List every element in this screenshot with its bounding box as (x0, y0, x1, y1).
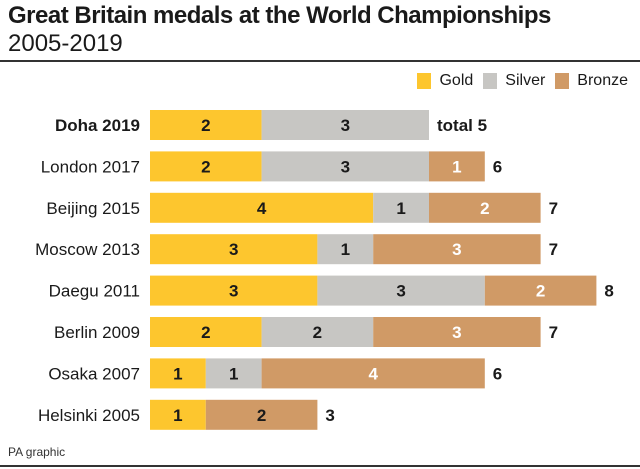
legend-gold: Gold (417, 72, 473, 90)
bar-segment-gold (150, 234, 318, 265)
data-label: 2 (257, 406, 266, 425)
total-label: 3 (325, 406, 334, 425)
data-label: 1 (229, 364, 238, 383)
title-divider (0, 60, 640, 62)
legend-label-silver: Silver (505, 72, 546, 89)
bar-segment-gold (150, 192, 374, 223)
category-label: Doha 2019 (55, 116, 140, 135)
category-label: Berlin 2009 (54, 323, 140, 342)
total-label: total 5 (437, 116, 487, 135)
data-label: 2 (313, 323, 322, 342)
data-label: 1 (452, 157, 461, 176)
legend-swatch-silver (483, 72, 498, 89)
data-label: 2 (201, 116, 210, 135)
bar-segment-bronze (429, 192, 541, 223)
legend-swatch-bronze (555, 72, 570, 89)
legend-label-gold: Gold (439, 72, 474, 89)
legend: Gold Silver Bronze (417, 72, 628, 90)
bottom-divider (0, 465, 640, 467)
total-label: 7 (549, 240, 558, 259)
category-label: Moscow 2013 (35, 240, 140, 259)
category-label: Beijing 2015 (46, 199, 140, 218)
legend-silver: Silver (483, 72, 545, 90)
bar-segment-bronze (484, 275, 597, 306)
data-label: 2 (201, 323, 210, 342)
data-label: 4 (257, 199, 267, 218)
bar-segment-silver (317, 234, 374, 265)
data-label: 1 (173, 406, 182, 425)
data-label: 3 (229, 240, 238, 259)
bar-segment-silver (261, 151, 429, 182)
category-label: Osaka 2007 (48, 364, 140, 383)
data-label: 3 (341, 157, 350, 176)
data-label: 3 (452, 323, 461, 342)
category-label: Helsinki 2005 (38, 406, 140, 425)
bar-segment-gold (150, 317, 262, 347)
data-label: 2 (536, 282, 545, 301)
bar-segment-silver (261, 317, 374, 347)
category-label: London 2017 (41, 157, 140, 176)
total-label: 6 (493, 157, 502, 176)
total-label: 7 (549, 323, 558, 342)
category-label: Daegu 2011 (49, 282, 140, 301)
data-label: 3 (229, 282, 238, 301)
bar-segment-gold (150, 358, 206, 389)
bar-segment-silver (261, 110, 429, 140)
bar-segment-bronze (429, 151, 485, 182)
data-label: 4 (368, 364, 378, 383)
source-note: PA graphic (8, 445, 66, 459)
bar-segment-silver (317, 275, 485, 306)
data-label: 3 (452, 240, 461, 259)
data-label: 2 (201, 157, 210, 176)
chart-subtitle: 2005-2019 (8, 30, 123, 57)
data-label: 1 (341, 240, 350, 259)
data-label: 1 (173, 364, 182, 383)
data-label: 3 (396, 282, 405, 301)
bar-segment-silver (205, 358, 262, 389)
legend-label-bronze: Bronze (577, 72, 628, 89)
bar-segment-bronze (373, 317, 541, 347)
bar-segment-gold (150, 275, 318, 306)
data-label: 1 (396, 199, 405, 218)
total-label: 7 (549, 199, 558, 218)
chart-title: Great Britain medals at the World Champi… (8, 2, 551, 29)
total-label: 6 (493, 364, 502, 383)
data-label: 2 (480, 199, 489, 218)
legend-bronze: Bronze (555, 72, 628, 90)
legend-swatch-gold (417, 72, 432, 89)
data-label: 3 (341, 116, 350, 135)
bar-segment-gold (150, 399, 206, 430)
bar-segment-bronze (373, 234, 541, 265)
bar-segment-gold (150, 151, 262, 182)
bar-segment-bronze (205, 399, 318, 430)
total-label: 8 (604, 282, 613, 301)
bar-segment-bronze (261, 358, 485, 389)
bar-segment-silver (373, 192, 429, 223)
bar-segment-gold (150, 110, 262, 140)
